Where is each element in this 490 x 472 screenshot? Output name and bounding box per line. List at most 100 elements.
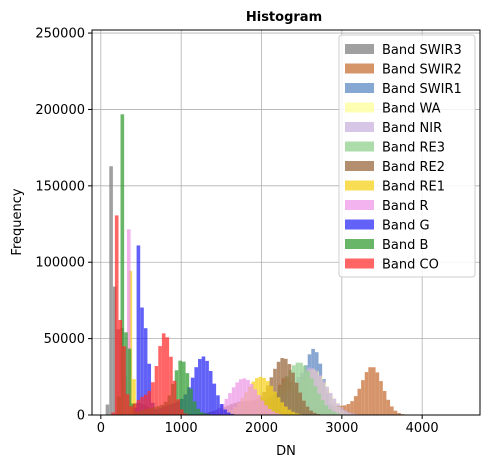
histogram-bar bbox=[353, 396, 358, 415]
histogram-bar bbox=[275, 413, 279, 415]
x-tick-label: 2000 bbox=[245, 421, 278, 436]
histogram-bar bbox=[224, 398, 229, 415]
histogram-bar bbox=[112, 286, 117, 415]
histogram-bar bbox=[253, 389, 258, 415]
legend-label: Band NIR bbox=[382, 121, 442, 136]
legend-swatch bbox=[345, 219, 374, 230]
histogram-bar bbox=[328, 409, 332, 415]
histogram-bar bbox=[294, 382, 299, 415]
histogram-bars bbox=[105, 114, 405, 416]
histogram-bar bbox=[231, 387, 236, 415]
histogram-bar bbox=[312, 412, 317, 415]
histogram-bar bbox=[280, 358, 284, 415]
histogram-bar bbox=[185, 373, 190, 415]
histogram-bar bbox=[219, 404, 224, 415]
histogram-bar bbox=[169, 356, 173, 415]
histogram-bar bbox=[203, 413, 208, 415]
histogram-bar bbox=[269, 385, 274, 415]
histogram-bar bbox=[200, 412, 204, 415]
histogram-bar bbox=[276, 361, 281, 415]
histogram-bar bbox=[347, 412, 351, 415]
legend-swatch bbox=[345, 200, 374, 210]
histogram-bar bbox=[379, 381, 383, 415]
x-tick-label: 3000 bbox=[325, 421, 358, 436]
histogram-bar bbox=[375, 372, 380, 415]
histogram-bar bbox=[283, 406, 288, 415]
legend-frame bbox=[338, 34, 476, 278]
histogram-bar bbox=[390, 406, 394, 415]
histogram-bar bbox=[124, 332, 128, 415]
histogram-bar bbox=[339, 407, 344, 415]
histogram-bar bbox=[382, 390, 387, 415]
legend-label: Band RE2 bbox=[382, 160, 445, 175]
histogram-bar bbox=[109, 166, 113, 415]
histogram-bar bbox=[357, 388, 362, 415]
legend-swatch bbox=[345, 102, 374, 113]
histogram-bar bbox=[313, 386, 318, 415]
histogram-bar bbox=[111, 412, 115, 415]
histogram-bar bbox=[335, 413, 340, 415]
histogram-bar bbox=[371, 367, 376, 415]
histogram-bar bbox=[262, 377, 266, 415]
histogram-bar bbox=[393, 410, 398, 415]
histogram-bar bbox=[283, 358, 288, 415]
histogram-bar bbox=[147, 390, 152, 415]
x-tick-label: 1000 bbox=[165, 421, 198, 436]
legend-label: Band R bbox=[382, 199, 429, 214]
histogram-bar bbox=[368, 367, 372, 415]
histogram-bar bbox=[346, 404, 351, 415]
histogram-bar bbox=[136, 399, 141, 415]
histogram-bar bbox=[242, 378, 247, 415]
histogram-bar bbox=[276, 397, 281, 415]
histogram-bar bbox=[271, 411, 276, 415]
histogram-bar bbox=[189, 388, 193, 415]
x-axis-ticks: 0 1000 2000 3000 4000 bbox=[97, 415, 439, 436]
histogram-bar bbox=[332, 398, 337, 415]
histogram-bar bbox=[228, 393, 232, 415]
histogram-bar bbox=[158, 346, 162, 415]
histogram-bar bbox=[132, 403, 137, 415]
histogram-bar bbox=[136, 245, 141, 415]
histogram-bar bbox=[317, 393, 321, 415]
histogram-bar bbox=[192, 401, 197, 415]
histogram-bar bbox=[226, 412, 231, 415]
histogram-bar bbox=[183, 413, 188, 415]
y-tick-label: 200000 bbox=[35, 103, 85, 118]
legend-label: Band CO bbox=[382, 258, 439, 273]
legend-swatch bbox=[345, 141, 374, 152]
histogram-bar bbox=[324, 405, 329, 415]
y-axis-ticks: 0 50000 100000 150000 200000 250000 bbox=[35, 27, 92, 424]
histogram-bar bbox=[361, 380, 365, 415]
histogram-bar bbox=[235, 382, 240, 415]
histogram-bar bbox=[306, 371, 311, 415]
legend-label: Band G bbox=[382, 219, 430, 234]
series-band-g bbox=[132, 245, 235, 415]
histogram-bar bbox=[105, 404, 110, 415]
legend-swatch bbox=[345, 258, 374, 269]
histogram-bar bbox=[198, 359, 202, 415]
histogram-bar bbox=[249, 383, 254, 415]
histogram-bar bbox=[287, 364, 292, 415]
legend-label: Band RE1 bbox=[382, 180, 445, 195]
histogram-bar bbox=[264, 405, 268, 415]
histogram-bar bbox=[196, 408, 201, 415]
histogram-bar bbox=[294, 413, 299, 415]
histogram-bar bbox=[299, 362, 303, 415]
histogram-bar bbox=[118, 319, 123, 415]
histogram-bar bbox=[208, 371, 213, 415]
histogram-bar bbox=[291, 372, 295, 415]
histogram-bar bbox=[239, 379, 243, 415]
histogram-bar bbox=[260, 400, 265, 415]
histogram-bar bbox=[132, 379, 136, 415]
histogram-bar bbox=[154, 366, 159, 415]
histogram-bar bbox=[386, 399, 391, 415]
histogram-bar bbox=[320, 400, 325, 415]
plot-frame bbox=[91, 29, 481, 416]
legend-label: Band WA bbox=[382, 102, 441, 117]
legend-label: Band RE3 bbox=[382, 141, 445, 156]
x-axis-label: DN bbox=[276, 444, 296, 459]
legend-label: Band SWIR3 bbox=[382, 43, 462, 58]
histogram-bar bbox=[280, 402, 284, 415]
legend: Band SWIR3 Band SWIR2 Band SWIR1 Band WA Ban… bbox=[338, 34, 476, 278]
